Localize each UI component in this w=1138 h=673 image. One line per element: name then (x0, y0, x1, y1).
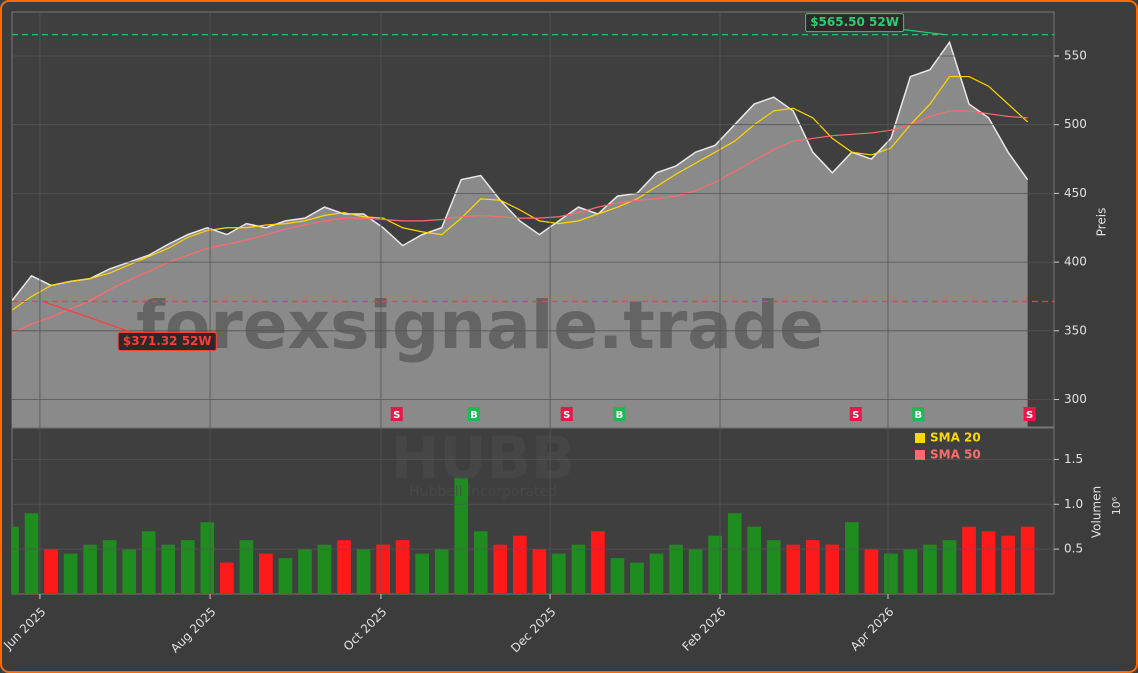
legend-swatch (915, 433, 925, 443)
volume-bar (512, 535, 527, 594)
volume-bar (63, 553, 78, 594)
volume-bar (630, 562, 644, 594)
y2-tick-label: 1.0 (1064, 497, 1083, 511)
volume-bar (981, 531, 996, 594)
y-tick-label: 350 (1064, 323, 1087, 337)
signal-marker (912, 407, 925, 421)
signal-marker (390, 407, 403, 421)
signal-label: S (1026, 410, 1033, 421)
volume-bar (923, 544, 937, 594)
volume-bar (454, 477, 469, 594)
volume-bar (24, 513, 39, 594)
volume-bar (766, 540, 781, 594)
volume-bar (532, 549, 547, 594)
volume-bar (122, 549, 137, 594)
volume-bar (298, 549, 312, 594)
volume-bar (649, 553, 664, 594)
volume-bar (688, 549, 703, 594)
high-label: $565.50 52W (810, 15, 899, 29)
signal-marker (560, 407, 573, 421)
volume-bar (220, 562, 234, 594)
volume-bar (786, 544, 801, 594)
volume-bar (727, 513, 742, 594)
volume-bar (903, 549, 918, 594)
volume-bar (747, 526, 762, 594)
y-tick-label: 450 (1064, 186, 1087, 200)
signal-marker (1023, 407, 1036, 421)
volume-bar (1020, 526, 1035, 594)
y2-axis-label: Volumen (1090, 486, 1104, 538)
watermark: forexsignale.trade (136, 287, 824, 364)
volume-bar (473, 531, 488, 594)
y-axis-label: Preis (1095, 208, 1109, 237)
y2-tick-label: 0.5 (1064, 542, 1083, 556)
y2-tick-label: 1.5 (1064, 452, 1083, 466)
volume-bar (161, 544, 176, 594)
volume-bar (708, 535, 722, 594)
company-watermark: Hubbell Incorporated (409, 484, 557, 500)
volume-bar (884, 553, 898, 594)
volume-bar (415, 553, 429, 594)
volume-bar (12, 526, 19, 594)
y-tick-label: 500 (1064, 117, 1087, 131)
volume-bar (942, 540, 957, 594)
volume-bar (278, 558, 293, 594)
volume-bar (376, 544, 390, 594)
volume-bar (259, 553, 273, 594)
signal-label: S (563, 410, 570, 421)
volume-bar (337, 540, 351, 594)
sma-line (12, 75, 1029, 311)
y-tick-label: 550 (1064, 48, 1087, 62)
volume-bar (239, 540, 254, 594)
legend-label: SMA 50 (930, 448, 981, 462)
signal-label: B (470, 410, 478, 421)
volume-bar (962, 526, 976, 594)
y-tick-label: 400 (1064, 255, 1087, 269)
volume-bar (180, 540, 195, 594)
signal-label: B (914, 410, 922, 421)
volume-bar (864, 549, 879, 594)
volume-bar (356, 549, 371, 594)
volume-bar (83, 544, 97, 594)
low-label-box (117, 332, 217, 352)
volume-bar (317, 544, 332, 594)
volume-bar (102, 540, 117, 594)
signal-label: B (616, 410, 624, 421)
volume-bar (571, 544, 586, 594)
sma-line (12, 110, 1028, 335)
volume-bar (141, 531, 156, 594)
volume-bar (845, 522, 859, 594)
volume-bar (200, 522, 215, 594)
low-label: $371.32 52W (123, 334, 212, 348)
legend-label: SMA 20 (930, 431, 981, 445)
volume-bar (493, 544, 508, 594)
signal-label: S (852, 410, 859, 421)
volume-bar (552, 553, 566, 594)
signal-label: S (393, 410, 400, 421)
y2-axis-unit: 10⁶ (1110, 496, 1123, 515)
signal-marker (467, 407, 480, 421)
volume-bar (825, 544, 840, 594)
volume-bar (669, 544, 683, 594)
volume-bar (44, 549, 58, 594)
volume-bar (805, 540, 820, 594)
high-label-box (805, 13, 905, 33)
volume-bar (434, 549, 449, 594)
volume-bar (591, 531, 605, 594)
volume-bar (395, 540, 410, 594)
y-tick-label: 300 (1064, 392, 1087, 406)
close-line (12, 40, 1029, 302)
volume-bar (1001, 535, 1015, 594)
volume-bar (610, 558, 625, 594)
signal-marker (613, 407, 626, 421)
signal-marker (849, 407, 862, 421)
legend-swatch (915, 450, 925, 460)
ticker-watermark: HUBB (391, 424, 575, 492)
